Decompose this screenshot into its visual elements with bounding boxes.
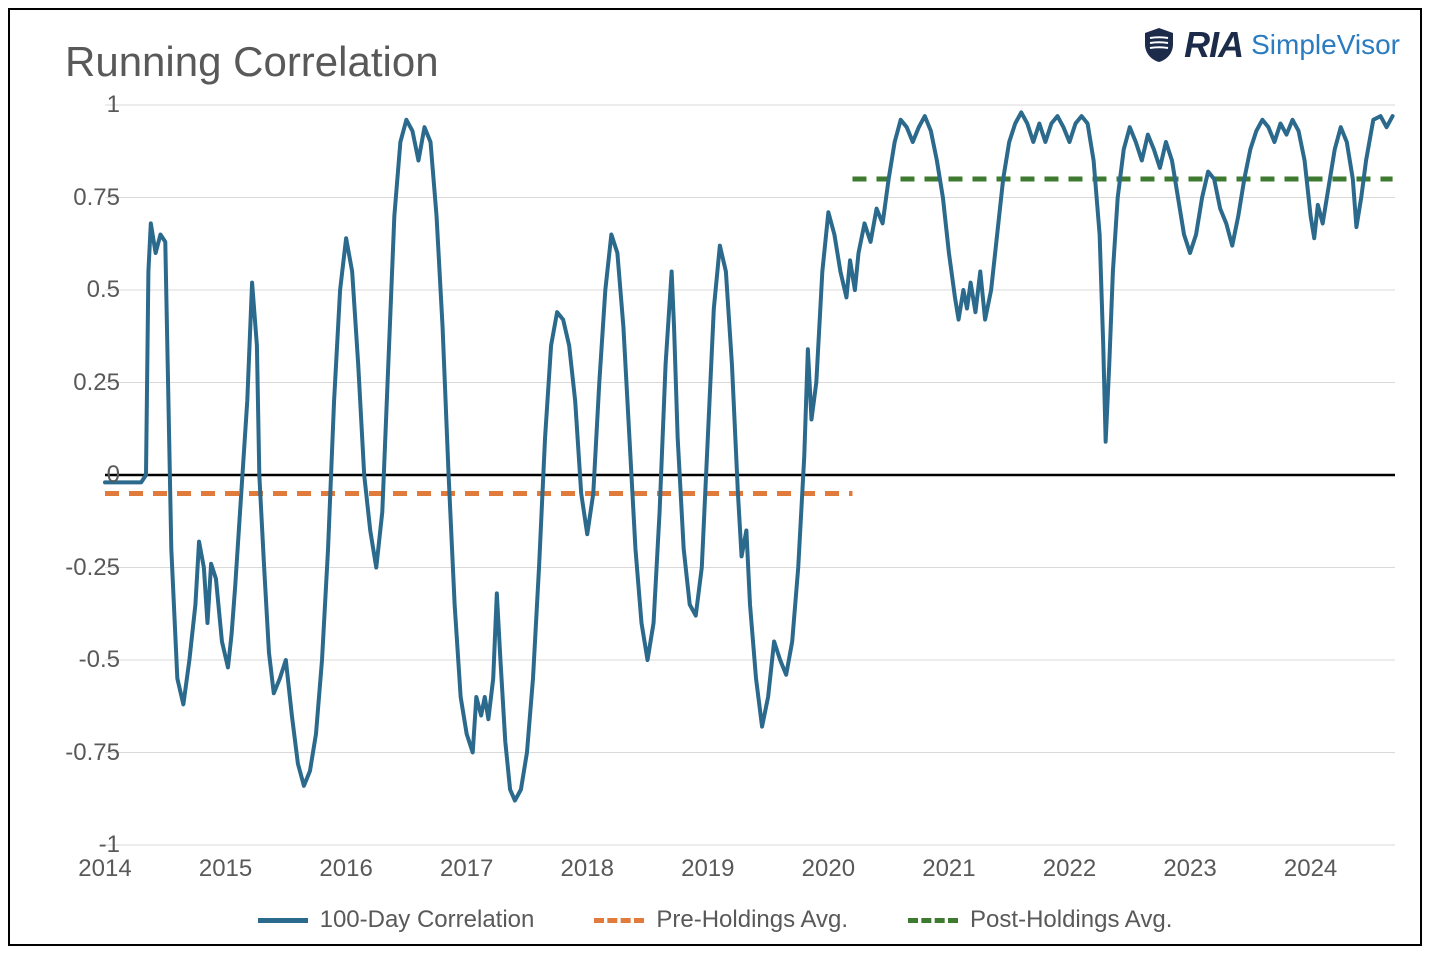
legend: 100-Day Correlation Pre-Holdings Avg. Po… <box>10 906 1420 934</box>
ytick-label: -0.25 <box>40 554 120 582</box>
ytick-label: -0.5 <box>40 646 120 674</box>
chart-frame: Running Correlation RIA SimpleVisor 100-… <box>8 8 1422 946</box>
chart-title: Running Correlation <box>65 38 439 86</box>
brand-logo: RIA SimpleVisor <box>1142 24 1400 66</box>
legend-item-post: Post-Holdings Avg. <box>908 906 1172 934</box>
xtick-label: 2020 <box>788 855 868 883</box>
logo-simplevisor-text: SimpleVisor <box>1251 29 1400 61</box>
ytick-label: 0.25 <box>40 369 120 397</box>
legend-label-correlation: 100-Day Correlation <box>320 906 535 934</box>
legend-swatch-correlation <box>258 918 308 923</box>
xtick-label: 2024 <box>1271 855 1351 883</box>
legend-item-correlation: 100-Day Correlation <box>258 906 535 934</box>
xtick-label: 2015 <box>186 855 266 883</box>
logo-ria-text: RIA <box>1184 24 1243 66</box>
ytick-label: 0.75 <box>40 184 120 212</box>
ytick-label: 0 <box>40 461 120 489</box>
legend-label-post: Post-Holdings Avg. <box>970 906 1172 934</box>
xtick-label: 2018 <box>547 855 627 883</box>
legend-label-pre: Pre-Holdings Avg. <box>656 906 848 934</box>
legend-item-pre: Pre-Holdings Avg. <box>594 906 848 934</box>
xtick-label: 2019 <box>668 855 748 883</box>
shield-icon <box>1142 26 1176 64</box>
legend-swatch-pre <box>594 918 644 923</box>
xtick-label: 2017 <box>427 855 507 883</box>
xtick-label: 2014 <box>65 855 145 883</box>
plot-area <box>105 105 1395 845</box>
ytick-label: 1 <box>40 91 120 119</box>
xtick-label: 2023 <box>1150 855 1230 883</box>
ytick-label: -0.75 <box>40 739 120 767</box>
xtick-label: 2021 <box>909 855 989 883</box>
legend-swatch-post <box>908 918 958 923</box>
xtick-label: 2022 <box>1029 855 1109 883</box>
xtick-label: 2016 <box>306 855 386 883</box>
ytick-label: 0.5 <box>40 276 120 304</box>
plot-svg <box>105 105 1395 845</box>
